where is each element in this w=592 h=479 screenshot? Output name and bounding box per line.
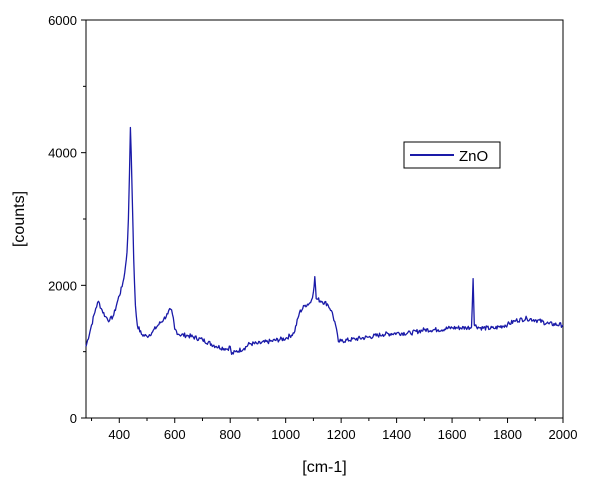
y-tick-label: 2000 [48,278,77,293]
plot-border [85,19,564,419]
x-tick-label: 1600 [438,427,467,442]
legend: ZnO [403,141,501,169]
x-tick-label: 1000 [271,427,300,442]
x-tick-label: 400 [108,427,130,442]
plot-frame [85,19,564,419]
x-tick-label: 2000 [549,427,578,442]
x-tick-label: 1800 [493,427,522,442]
ticks-layer: 400 600 800 1000 1200 1400 1600 1800 2000 0 2000 40… [48,13,577,442]
x-tick-label: 1200 [327,427,356,442]
series-line-zno [85,126,564,355]
x-axis-title: [cm-1] [302,459,346,476]
x-tick-label: 600 [164,427,186,442]
x-tick-label: 800 [219,427,241,442]
y-tick-label: 4000 [48,146,77,161]
y-axis-title: [counts] [11,191,28,247]
series-layer [85,126,564,355]
y-tick-label: 0 [70,411,77,426]
legend-label: ZnO [459,148,488,165]
x-tick-label: 1400 [382,427,411,442]
y-tick-label: 6000 [48,13,77,28]
